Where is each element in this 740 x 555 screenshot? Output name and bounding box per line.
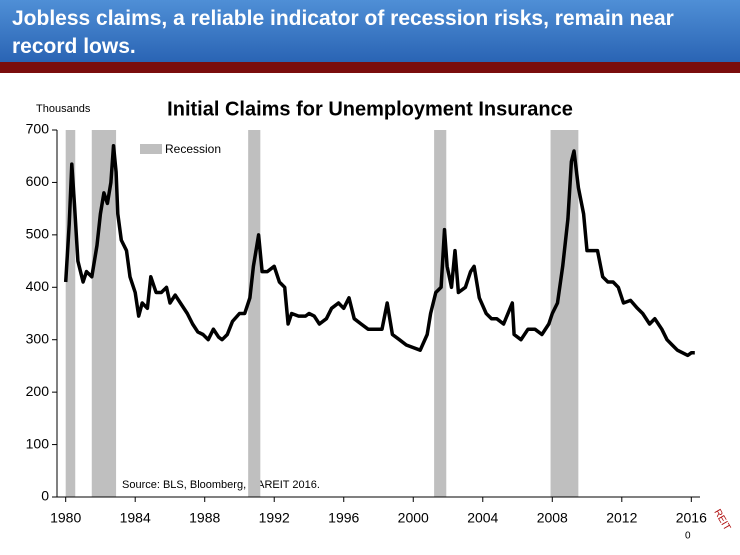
header-title: Jobless claims, a reliable indicator of … [12, 7, 674, 58]
y-tick-label: 500 [26, 226, 50, 242]
x-tick-label: 1980 [50, 510, 81, 526]
x-tick-label: 2004 [467, 510, 498, 526]
claims-line [63, 143, 695, 358]
x-tick-label: 2000 [398, 510, 429, 526]
y-tick-label: 600 [26, 173, 50, 189]
legend-label: Recession [165, 142, 221, 156]
x-tick-label: 1988 [189, 510, 220, 526]
x-tick-label: 1996 [328, 510, 359, 526]
recession-band [91, 130, 117, 497]
y-tick-label: 0 [41, 488, 49, 504]
header-band: Jobless claims, a reliable indicator of … [0, 0, 740, 62]
recession-band [248, 130, 261, 497]
logo: REIT [711, 507, 732, 532]
x-tick-label: 1992 [259, 510, 290, 526]
chart-title: Initial Claims for Unemployment Insuranc… [167, 98, 573, 120]
y-tick-label: 300 [26, 330, 50, 346]
x-tick-label: 2016 [676, 510, 707, 526]
y-tick-label: 700 [26, 121, 50, 137]
recession-band [65, 130, 76, 497]
recession-band [550, 130, 579, 497]
page-number: 0 [685, 531, 691, 542]
y-tick-label: 400 [26, 278, 50, 294]
source-note: Source: BLS, Bloomberg, NAREIT 2016. [122, 479, 320, 491]
y-tick-label: 200 [26, 383, 50, 399]
y-axis-label: Thousands [36, 103, 91, 115]
recession-band [434, 130, 447, 497]
legend-swatch [140, 144, 162, 154]
y-tick-label: 100 [26, 435, 50, 451]
x-tick-label: 1984 [120, 510, 151, 526]
x-tick-label: 2008 [537, 510, 568, 526]
x-tick-label: 2012 [606, 510, 637, 526]
header-rule [0, 62, 740, 73]
